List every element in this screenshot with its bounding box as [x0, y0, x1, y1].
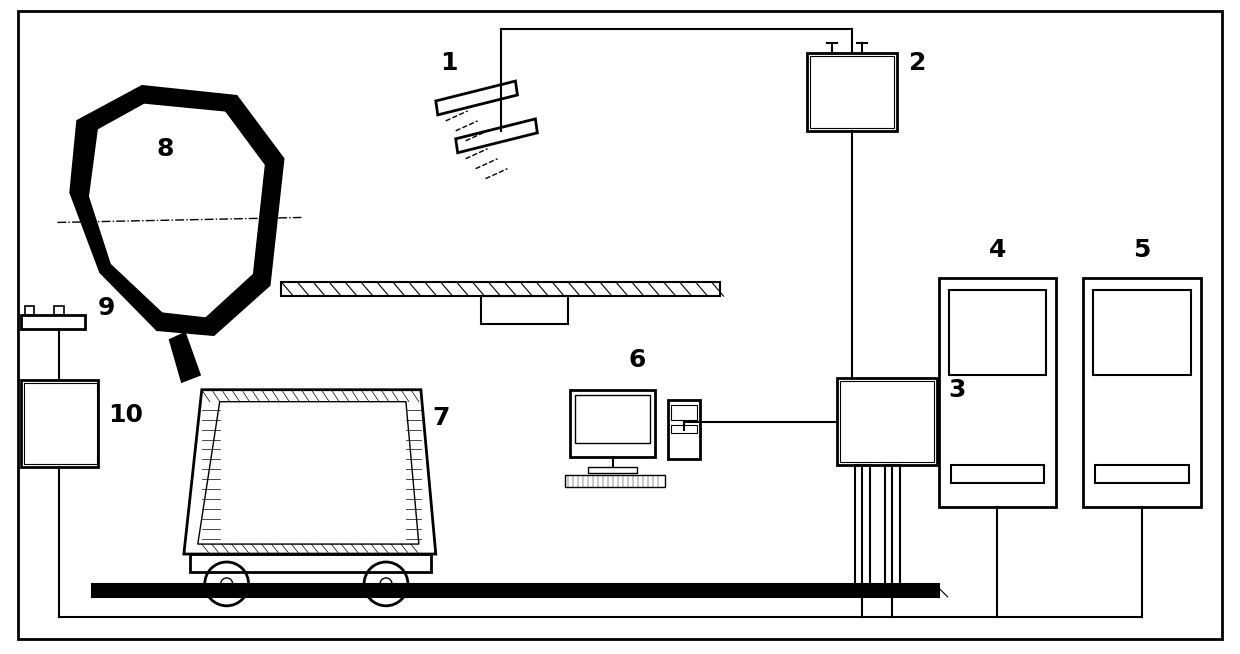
Polygon shape [170, 333, 200, 382]
Text: 6: 6 [629, 348, 646, 372]
Bar [281, 282, 719, 296]
Text: 7: 7 [433, 405, 450, 430]
Polygon shape [71, 86, 284, 335]
Text: 2: 2 [909, 51, 926, 75]
Bar [807, 53, 897, 131]
Bar [951, 466, 1044, 483]
Bar [671, 424, 697, 432]
Bar [810, 56, 894, 128]
Bar [481, 296, 568, 324]
Bar [565, 475, 665, 487]
Bar [21, 380, 98, 468]
Bar [885, 466, 900, 594]
Bar [839, 381, 934, 462]
Text: 1: 1 [440, 51, 458, 75]
Bar [190, 554, 430, 572]
Bar [939, 278, 1056, 508]
Bar [1092, 290, 1190, 375]
Bar [1095, 466, 1189, 483]
Text: 8: 8 [156, 137, 174, 161]
Bar [671, 405, 697, 420]
Bar [570, 390, 655, 457]
Text: 5: 5 [1133, 238, 1151, 262]
Text: 4: 4 [988, 238, 1006, 262]
Bar [668, 400, 699, 460]
Text: 10: 10 [108, 403, 143, 426]
Bar [21, 315, 86, 329]
Text: 3: 3 [949, 378, 966, 402]
Bar [25, 306, 35, 315]
Bar [837, 378, 936, 466]
Bar [949, 290, 1047, 375]
Bar [92, 584, 939, 597]
Bar [55, 306, 64, 315]
Bar [1083, 278, 1200, 508]
Bar [588, 468, 637, 473]
Bar [575, 395, 650, 443]
Bar [856, 466, 870, 594]
Text: 9: 9 [98, 296, 115, 320]
Polygon shape [88, 103, 265, 318]
Bar [24, 383, 97, 464]
